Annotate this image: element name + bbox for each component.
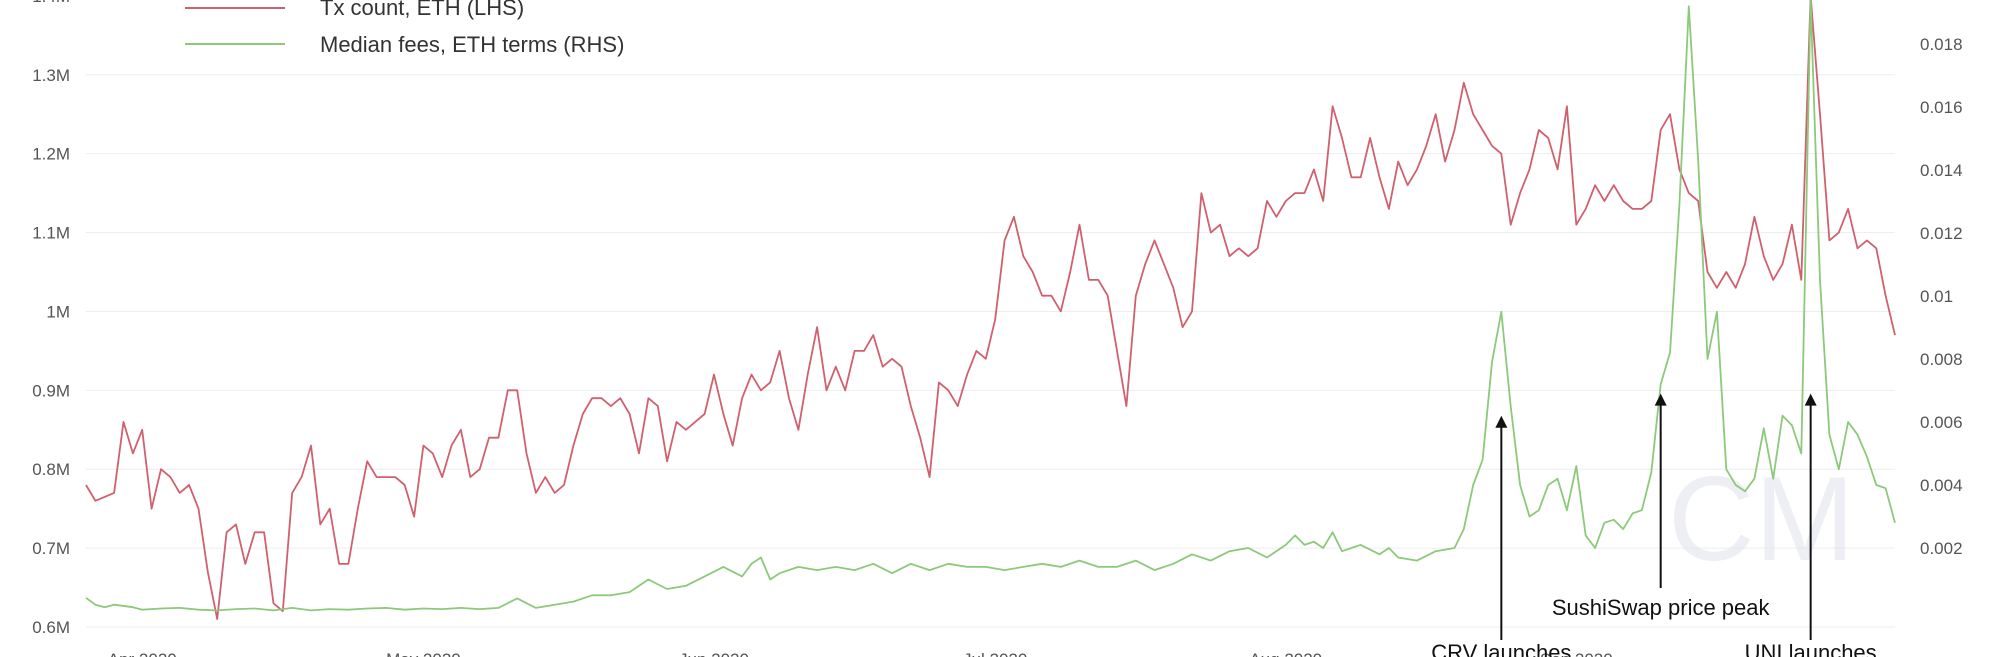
right-tick-label: 0.008 bbox=[1920, 350, 1963, 369]
left-tick-label: 1.1M bbox=[32, 224, 70, 243]
left-tick-label: 1M bbox=[46, 302, 70, 321]
right-tick-label: 0.018 bbox=[1920, 35, 1963, 54]
left-tick-label: 0.6M bbox=[32, 618, 70, 637]
left-tick-label: 1.3M bbox=[32, 66, 70, 85]
series-line-tx-count bbox=[85, 0, 1896, 620]
x-tick-label: Jun 2020 bbox=[679, 650, 749, 657]
left-tick-label: 0.8M bbox=[32, 460, 70, 479]
right-tick-label: 0.014 bbox=[1920, 161, 1963, 180]
legend-label-median-fees: Median fees, ETH terms (RHS) bbox=[320, 32, 624, 57]
legend: Tx count, ETH (LHS) Median fees, ETH ter… bbox=[185, 0, 624, 57]
right-tick-label: 0.01 bbox=[1920, 287, 1953, 306]
annotation-label: SushiSwap price peak bbox=[1552, 595, 1771, 620]
left-axis: 0.6M 0.7M 0.8M 0.9M 1M 1.1M 1.2M 1.3M 1.4M bbox=[32, 0, 70, 637]
watermark-logo: CM bbox=[1668, 452, 1855, 586]
x-tick-label: Apr 2020 bbox=[108, 650, 177, 657]
annotation-arrowhead bbox=[1495, 415, 1508, 428]
right-tick-label: 0.006 bbox=[1920, 413, 1963, 432]
x-tick-label: Sep 2020 bbox=[1540, 650, 1613, 657]
annotation-label: CRV launches bbox=[1431, 640, 1571, 657]
left-tick-label: 0.9M bbox=[32, 381, 70, 400]
right-tick-label: 0.016 bbox=[1920, 98, 1963, 117]
x-axis: Apr 2020 May 2020 Jun 2020 Jul 2020 Aug 2020… bbox=[108, 650, 1613, 657]
x-tick-label: May 2020 bbox=[386, 650, 461, 657]
legend-label-tx-count: Tx count, ETH (LHS) bbox=[320, 0, 524, 20]
annotation-arrowhead bbox=[1654, 393, 1667, 406]
right-tick-label: 0.012 bbox=[1920, 224, 1963, 243]
x-tick-label: Jul 2020 bbox=[963, 650, 1027, 657]
annotations: CRV launches SushiSwap price peak UNI laun… bbox=[1431, 393, 1877, 657]
series-line-median-fees bbox=[85, 0, 1896, 612]
gridlines bbox=[86, 74, 1895, 628]
x-tick-label: Aug 2020 bbox=[1249, 650, 1322, 657]
series-layer bbox=[85, 0, 1896, 620]
right-tick-label: 0.002 bbox=[1920, 539, 1963, 558]
right-tick-label: 0.004 bbox=[1920, 476, 1963, 495]
left-tick-label: 1.2M bbox=[32, 145, 70, 164]
watermark-text: CM bbox=[1668, 452, 1855, 586]
annotation-arrowhead bbox=[1804, 393, 1817, 406]
right-axis: 0.002 0.004 0.006 0.008 0.01 0.012 0.014 0.016 0… bbox=[1920, 35, 1963, 558]
annotation-label: UNI launches bbox=[1745, 640, 1877, 657]
left-tick-label: 1.4M bbox=[32, 0, 70, 6]
left-tick-label: 0.7M bbox=[32, 539, 70, 558]
